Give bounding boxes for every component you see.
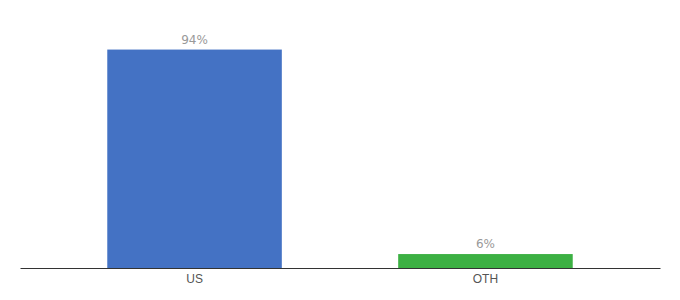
bar [107, 50, 282, 268]
x-tick: US [186, 272, 203, 286]
x-axis: US OTH [21, 269, 661, 286]
data-label: 6% [476, 237, 495, 251]
data-labels: 94% 6% [181, 33, 495, 251]
chart: US OTH 94% 6% [0, 0, 680, 300]
x-tick: OTH [473, 272, 498, 286]
x-tick-label: US [186, 272, 203, 286]
x-tick-label: OTH [473, 272, 498, 286]
bars [107, 50, 572, 268]
bar [398, 254, 573, 268]
data-label: 94% [181, 33, 208, 47]
x-axis-line [21, 268, 661, 269]
plot: US OTH 94% 6% [21, 33, 661, 286]
